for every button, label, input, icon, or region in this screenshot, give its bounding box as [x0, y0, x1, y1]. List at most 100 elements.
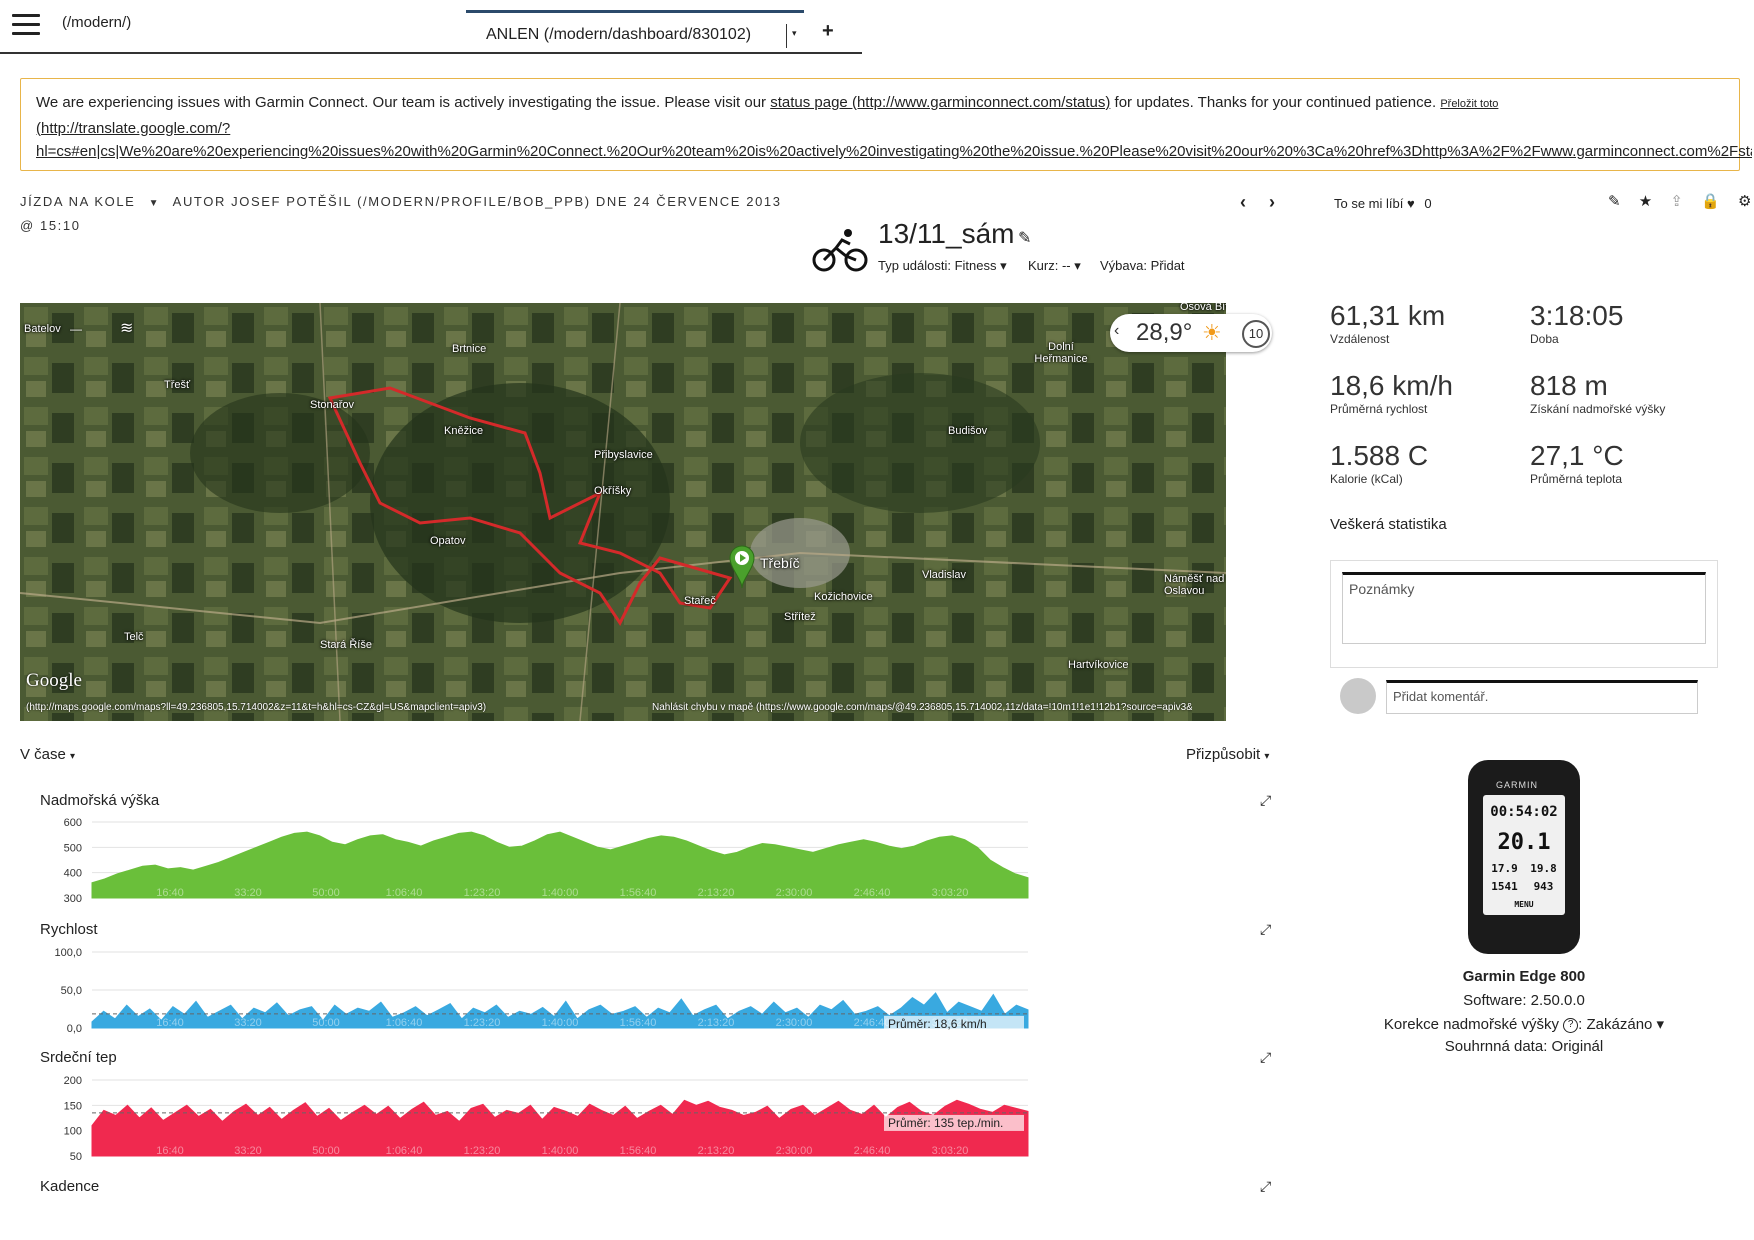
- x-tick-label: 2:13:20: [698, 1017, 735, 1029]
- expand-icon[interactable]: ⤢: [1260, 1049, 1272, 1065]
- x-tick-label: 2:30:00: [776, 1017, 813, 1029]
- customize-dropdown[interactable]: Přizpůsobit ▾: [1186, 746, 1270, 763]
- device-screen-time: 00:54:02: [1490, 804, 1558, 820]
- tab-caret-icon[interactable]: ▾: [792, 28, 797, 38]
- device-screen-ascent: 943: [1533, 880, 1554, 893]
- x-tick-label: 50:00: [312, 887, 340, 899]
- average-label-bg: [884, 1015, 1024, 1032]
- y-tick-label: 300: [64, 893, 82, 905]
- all-stats-link[interactable]: Veškerá statistika: [1330, 516, 1447, 533]
- device-screen-menu: MENU: [1514, 900, 1534, 909]
- timer-icon[interactable]: 10: [1242, 320, 1270, 348]
- gear-icon[interactable]: ⚙: [1737, 193, 1752, 210]
- notes-panel: [1330, 560, 1718, 668]
- speed-chart[interactable]: 100,0 50,0 0,0 16:40 33:20 50:00 1:06:40 1:23:2…: [40, 946, 1030, 1035]
- device-screen-speed: 20.1: [1497, 830, 1551, 855]
- area-series: [91, 1099, 1029, 1157]
- area-series: [91, 992, 1029, 1029]
- activity-type[interactable]: JÍZDA NA KOLE: [20, 194, 136, 209]
- breadcrumb[interactable]: (/modern/): [62, 14, 132, 31]
- elevation-correction-dropdown[interactable]: Zakázáno: [1586, 1016, 1653, 1033]
- x-tick-label: 16:40: [156, 1017, 184, 1029]
- x-tick-label: 2:30:00: [776, 887, 813, 899]
- y-tick-label: 600: [64, 817, 82, 829]
- activity-time: @ 15:10: [20, 218, 81, 233]
- comment-input[interactable]: Přidat komentář.: [1386, 680, 1698, 714]
- notes-input[interactable]: Poznámky: [1342, 572, 1706, 644]
- translate-url-link-1[interactable]: (http://translate.google.com/?: [36, 119, 231, 137]
- edit-icon[interactable]: ✎: [1608, 193, 1621, 210]
- event-type-dropdown[interactable]: Typ události: Fitness ▾: [878, 258, 1007, 273]
- add-tab-button[interactable]: +: [822, 20, 834, 42]
- chart-title-elevation: Nadmořská výška: [40, 792, 160, 809]
- y-tick-label: 100: [64, 1126, 82, 1138]
- route-line: [327, 386, 733, 626]
- device-screen-avg: 19.8: [1530, 862, 1557, 875]
- x-tick-label: 2:46:40: [854, 1017, 891, 1029]
- course-dropdown[interactable]: Kurz: -- ▾: [1028, 258, 1081, 273]
- stat-calories-value: 1.588 C: [1330, 440, 1429, 471]
- weather-temperature: 28,9°: [1136, 319, 1193, 346]
- x-tick-label: 16:40: [156, 887, 184, 899]
- share-icon[interactable]: ⇪: [1670, 193, 1683, 210]
- previous-icon[interactable]: ‹: [1240, 192, 1246, 212]
- map-label-dolni-hermanice: Dolní Heřmanice: [1034, 341, 1088, 365]
- x-tick-label: 1:23:20: [464, 887, 501, 899]
- chart-title-speed: Rychlost: [40, 921, 98, 938]
- course-label[interactable]: Kurz: --: [1028, 258, 1071, 273]
- event-type-label[interactable]: Typ události: Fitness: [878, 258, 997, 273]
- customize-label[interactable]: Přizpůsobit: [1186, 746, 1261, 763]
- map-label-opatov: Opatov: [430, 535, 466, 547]
- x-tick-label: 33:20: [234, 887, 262, 899]
- activity-author[interactable]: AUTOR JOSEF POTĚŠIL (/MODERN/PROFILE/BOB…: [172, 194, 782, 209]
- x-tick-label: 1:56:40: [620, 887, 657, 899]
- zoom-out-icon[interactable]: —: [70, 322, 82, 336]
- map-label-hartvikovice: Hartvíkovice: [1068, 659, 1129, 671]
- like-label[interactable]: To se mi líbí: [1334, 196, 1404, 211]
- time-mode-dropdown[interactable]: V čase ▾: [20, 746, 76, 763]
- tab-dashboard[interactable]: [466, 10, 804, 54]
- lock-icon[interactable]: 🔒: [1701, 193, 1720, 210]
- menu-icon[interactable]: [12, 14, 40, 38]
- x-tick-label: 2:46:40: [854, 887, 891, 899]
- expand-icon[interactable]: ⤢: [1260, 1178, 1272, 1194]
- x-tick-label: 2:46:40: [854, 1145, 891, 1157]
- map-report-link[interactable]: Nahlásit chybu v mapě (https://www.googl…: [652, 702, 1192, 713]
- translate-link[interactable]: Přeložit toto: [1440, 98, 1499, 110]
- expand-icon[interactable]: ⤢: [1260, 921, 1272, 937]
- heart-rate-chart[interactable]: 200 150 100 50 16:40 33:20 50:00 1:06:40 1:23:20…: [40, 1074, 1030, 1163]
- map-label-stara-rise: Stará Říše: [320, 639, 372, 651]
- gear-label[interactable]: Výbava: Přidat: [1100, 258, 1185, 273]
- x-tick-label: 33:20: [234, 1145, 262, 1157]
- map-label-stritez: Střítež: [784, 611, 816, 623]
- activity-title[interactable]: 13/11_sám: [878, 218, 1015, 249]
- star-icon[interactable]: ★: [1638, 193, 1653, 210]
- map-label-telc: Telč: [124, 631, 144, 643]
- tab-dashboard-label[interactable]: ANLEN (/modern/dashboard/830102): [486, 26, 752, 43]
- like-button[interactable]: To se mi líbí ♥ 0: [1334, 196, 1432, 211]
- activity-map[interactable]: Batelov Třešť Brtnice Stonařov Kněžice P…: [20, 303, 1226, 721]
- help-icon[interactable]: ?: [1563, 1017, 1579, 1033]
- chevron-down-icon[interactable]: ▼: [148, 198, 161, 209]
- next-icon[interactable]: ›: [1269, 192, 1276, 212]
- y-tick-label: 400: [64, 868, 82, 880]
- chevron-left-icon[interactable]: ‹: [1114, 322, 1120, 339]
- elevation-chart[interactable]: 600 500 400 300 16:40 33:20 50:00 1:06:40 1:23:2…: [40, 816, 1030, 905]
- y-tick-label: 500: [64, 842, 82, 854]
- translate-url-link-2[interactable]: hl=cs#en|cs|We%20are%20experiencing%20is…: [36, 143, 1752, 160]
- map-link-left[interactable]: (http://maps.google.com/maps?ll=49.23680…: [26, 702, 487, 713]
- summary-data: Souhrnná data: Originál: [1444, 1038, 1604, 1055]
- stat-temperature-label: Průměrná teplota: [1530, 472, 1623, 486]
- status-page-link[interactable]: status page (http://www.garminconnect.co…: [770, 94, 1111, 111]
- layers-icon[interactable]: ≋: [120, 320, 134, 337]
- expand-icon[interactable]: ⤢: [1260, 792, 1272, 808]
- heart-icon[interactable]: ♥: [1406, 196, 1415, 211]
- device-name: Garmin Edge 800: [1462, 968, 1586, 985]
- time-mode-label[interactable]: V čase: [20, 746, 66, 763]
- map-label-trebic: Třebíč: [760, 555, 800, 571]
- edit-title-icon[interactable]: ✎: [1018, 230, 1032, 247]
- average-label: Průměr: 135 tep./min.: [888, 1116, 1003, 1130]
- average-label-bg: [884, 1114, 1024, 1131]
- stat-duration-label: Doba: [1530, 332, 1559, 346]
- stat-temperature-value: 27,1 °C: [1530, 440, 1624, 471]
